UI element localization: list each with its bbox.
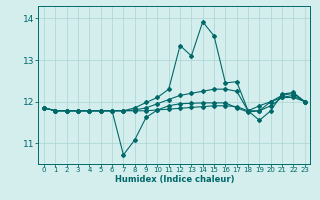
X-axis label: Humidex (Indice chaleur): Humidex (Indice chaleur) xyxy=(115,175,234,184)
